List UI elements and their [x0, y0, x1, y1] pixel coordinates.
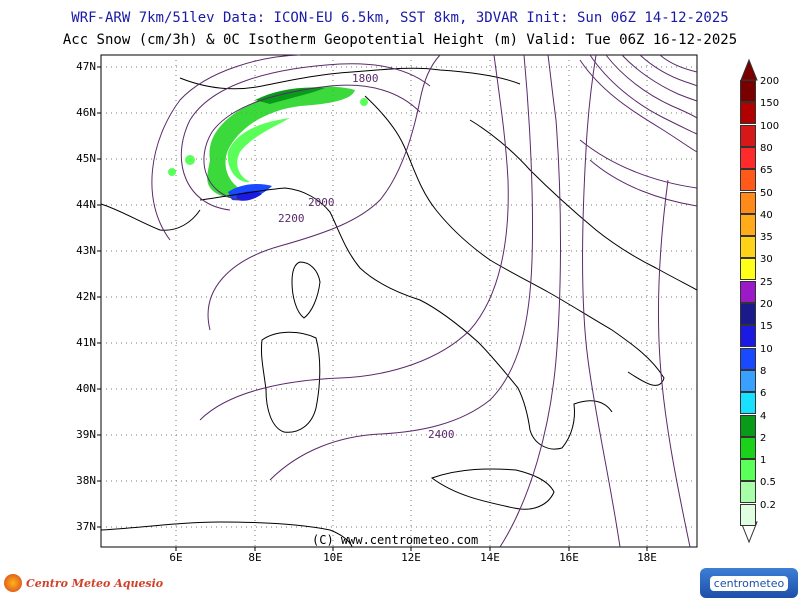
legend-value-label: 150 — [760, 98, 780, 110]
legend-value-label: 25 — [760, 276, 773, 288]
logo-right-text: centrometeo — [709, 575, 789, 591]
lat-label: 41N — [76, 336, 96, 349]
lon-label: 18E — [637, 551, 657, 564]
legend-value-label: 50 — [760, 187, 773, 199]
legend-value-label: 200 — [760, 76, 780, 87]
legend-swatch — [740, 80, 756, 102]
lon-label: 12E — [401, 551, 421, 564]
legend-swatch — [740, 369, 756, 392]
legend-arrow-top — [740, 58, 758, 81]
lon-label: 6E — [169, 551, 183, 564]
legend-value-label: 0.5 — [760, 477, 776, 489]
legend-swatch — [740, 236, 756, 259]
legend-value-label: 15 — [760, 321, 773, 333]
legend-swatch — [740, 303, 756, 325]
legend-swatch — [740, 213, 756, 236]
legend-value-label: 6 — [760, 388, 767, 400]
title-line-2: Acc Snow (cm/3h) & 0C Isotherm Geopotent… — [62, 32, 738, 48]
legend-swatch — [740, 102, 756, 125]
contour-label-1800: 1800 — [352, 72, 379, 85]
logo-left-text: Centro Meteo Aquesio — [26, 576, 164, 590]
legend-swatch — [740, 503, 756, 526]
legend-value-label: 80 — [760, 142, 773, 154]
legend-value-label: 100 — [760, 120, 780, 132]
lat-label: 44N — [76, 198, 96, 211]
legend-swatch — [740, 258, 756, 281]
graticule — [101, 55, 697, 547]
legend-swatch — [740, 325, 756, 348]
lat-label: 45N — [76, 152, 96, 165]
logo-right: centrometeo — [700, 568, 798, 598]
legend-swatch — [740, 280, 756, 303]
legend-value-label: 4 — [760, 410, 767, 422]
legend-swatch — [740, 191, 756, 214]
logo-left: Centro Meteo Aquesio — [4, 571, 163, 595]
legend-value-label: 2 — [760, 432, 767, 444]
lat-label: 43N — [76, 244, 96, 257]
lon-label: 16E — [559, 551, 579, 564]
lat-label: 42N — [76, 290, 96, 303]
lat-label: 40N — [76, 382, 96, 395]
legend-swatch — [740, 124, 756, 147]
legend-value-label: 10 — [760, 343, 773, 355]
legend-value-label: 1 — [760, 455, 767, 467]
legend-value-label: 65 — [760, 165, 773, 177]
lat-label: 38N — [76, 474, 96, 487]
lat-label: 46N — [76, 106, 96, 119]
contour-label-2000: 2000 — [308, 196, 335, 209]
legend-swatch — [740, 146, 756, 169]
legend-value-label: 8 — [760, 365, 767, 377]
title-line-1: WRF-ARW 7km/51lev Data: ICON-EU 6.5km, S… — [71, 10, 729, 26]
legend-value-label: 20 — [760, 299, 773, 310]
axis-ticks — [97, 66, 648, 551]
contours — [151, 54, 698, 548]
contour-label-2200: 2200 — [278, 212, 305, 225]
lat-label: 47N — [76, 60, 96, 73]
legend-swatch — [740, 436, 756, 459]
legend-swatch — [740, 392, 756, 415]
credit-text: (C) www.centrometeo.com — [312, 533, 479, 547]
lon-label: 14E — [480, 551, 500, 564]
lon-label: 10E — [323, 551, 343, 564]
sun-icon — [4, 574, 22, 592]
lat-label: 39N — [76, 428, 96, 441]
legend-swatch — [740, 347, 756, 370]
lon-label: 8E — [248, 551, 262, 564]
legend-swatch — [740, 481, 756, 504]
contour-label-2400: 2400 — [428, 428, 455, 441]
legend-value-label: 30 — [760, 254, 773, 266]
lat-label: 37N — [76, 520, 96, 533]
legend-swatch — [740, 169, 756, 192]
legend-value-label: 0.2 — [760, 499, 776, 511]
legend-swatch — [740, 414, 756, 437]
legend-value-label: 35 — [760, 232, 773, 244]
legend-swatch — [740, 459, 756, 482]
legend-value-label: 40 — [760, 209, 773, 221]
